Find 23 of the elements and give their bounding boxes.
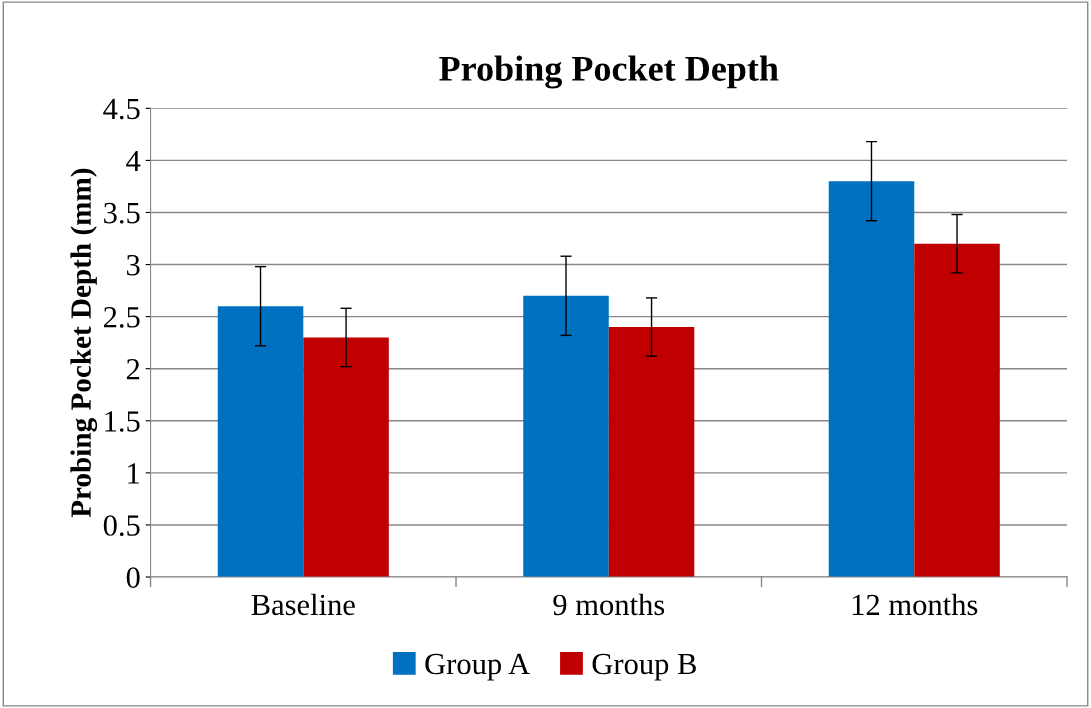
y-tick-label: 4.5 xyxy=(103,98,140,120)
bar xyxy=(608,327,695,578)
y-tick-label: 3 xyxy=(127,254,140,276)
y-tick-label: 1 xyxy=(128,463,139,484)
y-tick-label: 3.5 xyxy=(104,202,140,224)
x-tick-label: 12 months xyxy=(852,593,978,616)
chart-title: Probing Pocket Depth xyxy=(439,55,779,89)
y-tick-label: 4 xyxy=(126,150,141,171)
y-tick-label: 2 xyxy=(126,359,140,380)
bar xyxy=(523,295,609,578)
y-tick-label: 0 xyxy=(126,567,140,588)
bar xyxy=(828,181,915,578)
y-tick-label: 1.5 xyxy=(105,411,140,432)
y-axis-title: Probing Pocket Depth (mm) xyxy=(70,168,98,518)
x-tick-label: 9 months xyxy=(553,593,665,616)
x-tick-label: Baseline xyxy=(251,593,355,616)
y-tick-label: 2.5 xyxy=(103,307,140,328)
y-tick-label: 0.5 xyxy=(103,515,140,536)
bar xyxy=(217,306,304,578)
bar xyxy=(914,243,1000,578)
legend-label: Group A xyxy=(425,653,530,681)
bar xyxy=(303,337,389,578)
legend-label: Group B xyxy=(592,653,696,681)
